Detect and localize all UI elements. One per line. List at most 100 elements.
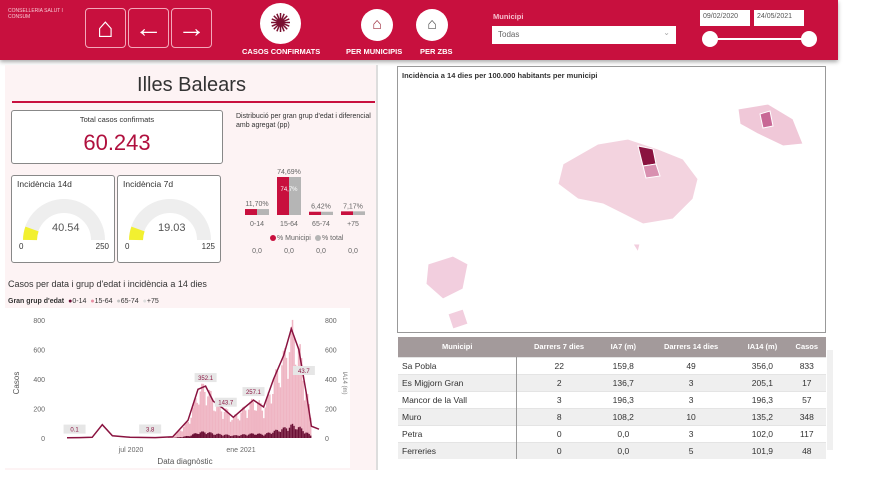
date-slider-start-handle[interactable] [702,31,718,47]
bar-15-64 [257,403,259,438]
legend-item[interactable]: ●65-74 [116,298,139,305]
legend-item[interactable]: ●15-64 [90,298,113,305]
bar-municipi [245,209,257,215]
per-zbs-button[interactable]: ⌂ [416,9,448,41]
bar-0-14 [195,433,197,438]
bar-inner-label: 74,7% [280,187,298,193]
column-header[interactable]: Municipi [398,337,517,357]
bar-15-64 [191,407,194,438]
bar-15-64 [303,400,306,438]
table-row[interactable]: Sa Pobla 22 159,8 49 356,0 833 [398,356,826,374]
date-start-input[interactable]: 09/02/2020 [700,10,750,26]
map-panel[interactable]: Incidència a 14 dies per 100.000 habitan… [397,66,826,333]
table-row[interactable]: Muro 8 108,2 10 135,2 348 [398,407,826,425]
bar-15-64 [232,416,235,438]
table-cell: 3 [516,390,602,408]
bar-0-14 [219,433,221,438]
forward-button[interactable]: → [171,8,212,48]
table-cell: 135,2 [737,407,788,425]
table-row[interactable]: Es Migjorn Gran 2 136,7 3 205,1 17 [398,373,826,391]
date-slider-track[interactable] [710,38,810,40]
bar-0-14 [247,434,250,438]
bar-0-14 [213,434,215,438]
table-row[interactable]: Petra 0 0,0 3 102,0 117 [398,424,826,442]
table-cell: 3 [644,373,738,391]
casos-confirmats-label[interactable]: CASOS CONFIRMATS [242,47,321,56]
home-button[interactable]: ⌂ [85,8,126,48]
bar-0-14 [241,434,244,438]
bar-15-64 [178,430,180,438]
bar-15-64 [275,369,277,438]
total-cases-value: 60.243 [83,130,151,155]
bar-0-14 [244,434,247,438]
bar-15-64 [263,418,265,438]
bar-0-14 [263,435,265,438]
legend-item[interactable]: ●0-14 [68,298,87,305]
table-cell: 102,0 [737,424,788,442]
x-tick-label: ene 2021 [226,447,255,454]
table-row[interactable]: Mancor de la Vall 3 196,3 3 196,3 57 [398,390,826,408]
back-button[interactable]: ← [128,8,169,48]
choropleth-map[interactable] [398,84,827,334]
bar-15-64 [272,393,274,438]
column-header[interactable]: IA7 (m) [601,337,645,357]
legend-item[interactable]: ●+75 [142,298,159,305]
table-scrollbar[interactable] [827,350,833,450]
date-slider-end-handle[interactable] [801,31,817,47]
table-cell: 22 [516,356,602,374]
bar-15-64 [195,397,197,438]
bar-15-64 [213,410,215,438]
column-header[interactable]: IA14 (m) [737,337,788,357]
bar-15-64 [231,420,233,438]
table-cell: 48 [787,441,826,459]
municipi-select[interactable]: Todas ⌄ [492,26,676,44]
table-cell: 57 [787,390,826,408]
bar-0-14 [302,431,304,438]
bar-15-64 [222,418,224,438]
bar-0-14 [306,432,309,438]
bar-0-14 [266,433,268,438]
table-cell: 0 [516,441,602,459]
bar-label: 11,70% [245,201,268,208]
bar-0-14 [234,435,236,438]
bar-0-14 [309,435,312,438]
bar-15-64 [226,409,229,438]
column-header[interactable]: Casos [787,337,826,357]
table-cell: 159,8 [601,356,645,374]
per-zbs-label[interactable]: PER ZBS [420,47,453,56]
bar-0-14 [284,427,286,438]
bar-15-64 [176,431,179,438]
per-municipis-label[interactable]: PER MUNICIPIS [346,47,403,56]
bar-0-14 [264,434,267,438]
per-municipis-button[interactable]: ⌂ [361,9,393,41]
data-label-box [214,397,237,407]
gauge-ia14: Incidència 14d 40.54 0 250 [11,175,115,263]
bar-15-64 [291,319,294,438]
y2-tick-label: 800 [325,318,337,325]
gauge-max: 250 [95,242,109,251]
data-label-box [139,424,162,434]
bar-15-64 [199,391,202,438]
bar-15-64 [250,398,253,438]
bar-label: 6,42% [311,204,331,211]
data-label-box [242,387,265,397]
casos-confirmats-button[interactable]: ✺ [260,3,301,44]
bar-15-64 [211,398,214,438]
bar-15-64 [293,336,295,438]
y-tick-label: 600 [33,348,45,355]
bar-0-14 [223,434,226,438]
column-header[interactable]: Darrers 14 dies [644,337,738,357]
bar-0-14 [272,432,274,438]
table-row[interactable]: Ferreries 0 0,0 5 101,9 48 [398,441,826,459]
y2-tick-label: 0 [325,436,329,443]
bar-15-64 [284,347,286,438]
column-header[interactable]: Darrers 7 dies [516,337,602,357]
table-cell: 0,0 [601,441,645,459]
bar-15-64 [196,402,199,438]
bar-0-14 [202,431,205,438]
bar-0-14 [207,433,209,438]
gauge-label: Incidència 7d [123,179,174,189]
bar-0-14 [290,424,292,438]
table-cell: 356,0 [737,356,788,374]
date-end-input[interactable]: 24/05/2021 [754,10,804,26]
